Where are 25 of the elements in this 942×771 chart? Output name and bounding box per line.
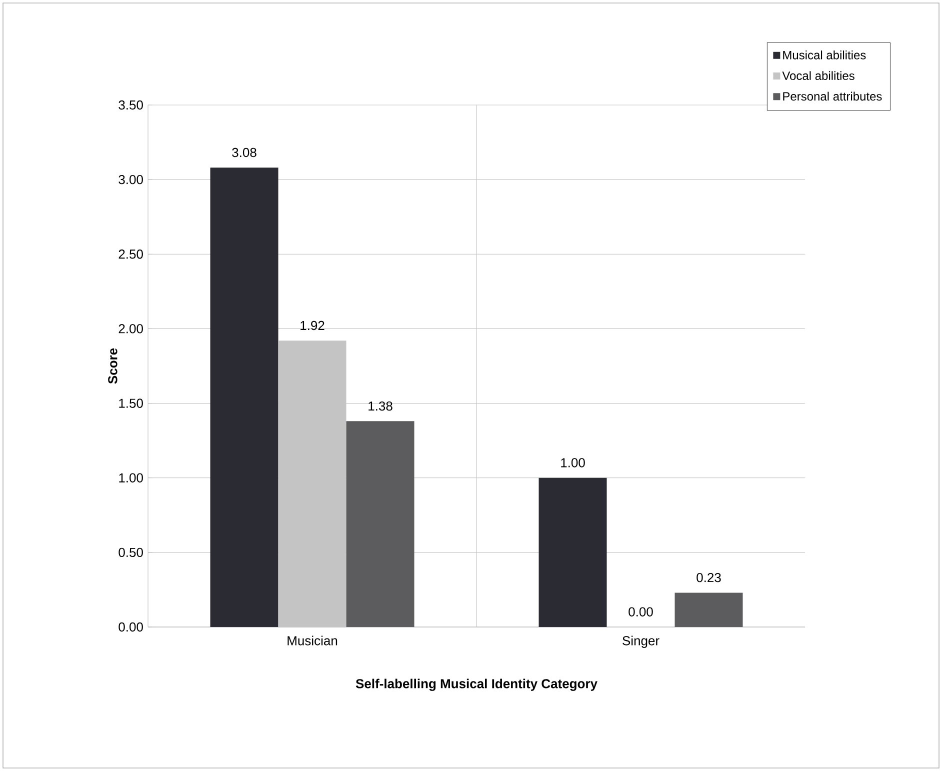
data-label: 1.92 (300, 320, 324, 330)
legend-label: Vocal abilities (782, 71, 854, 80)
bar (674, 592, 743, 627)
x-tick-label: Musician (288, 636, 338, 646)
y-tick-label: 1.00 (119, 473, 143, 482)
legend-label: Personal attributes (783, 92, 882, 101)
x-tick-label: Singer (622, 636, 660, 648)
data-label: 0.00 (628, 607, 653, 616)
data-label: 1.00 (561, 458, 585, 468)
data-label: 0.23 (696, 572, 721, 582)
legend-label: Musical abilities (783, 50, 866, 60)
y-tick-label: 3.50 (118, 100, 143, 110)
y-tick-label: 1.50 (119, 398, 143, 408)
y-tick-label: 2.50 (118, 250, 143, 259)
y-tick-label: 3.00 (118, 174, 143, 184)
y-tick-label: 0.50 (118, 548, 143, 558)
x-axis-title: Self-labelling Musical Identity Category (356, 678, 598, 691)
y-tick-label: 2.00 (118, 324, 143, 334)
y-axis-title: Score (108, 348, 118, 384)
data-label: 3.08 (232, 148, 256, 158)
bar (210, 168, 278, 627)
y-tick-label: 0.00 (118, 622, 143, 632)
bar (346, 421, 414, 627)
data-label: 1.38 (368, 401, 392, 411)
bar (538, 478, 607, 627)
